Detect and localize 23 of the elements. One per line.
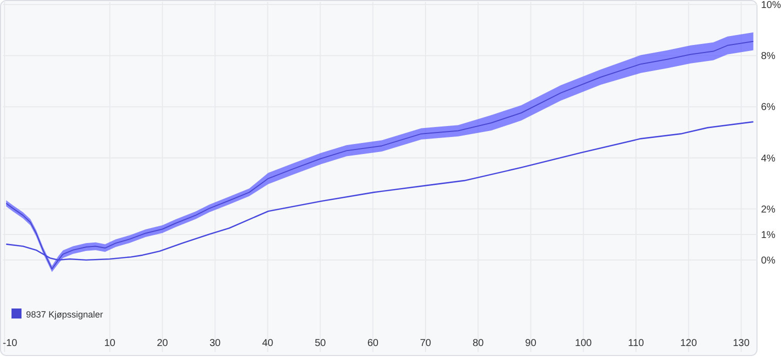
x-tick-label: 30 bbox=[209, 338, 222, 349]
y-tick-label: 4% bbox=[761, 153, 776, 164]
y-tick-label: 8% bbox=[761, 51, 776, 62]
x-tick-label: 60 bbox=[367, 338, 379, 349]
x-tick-label: 80 bbox=[472, 338, 484, 349]
x-tick-label: 130 bbox=[732, 338, 750, 349]
y-tick-label: 0% bbox=[761, 256, 776, 267]
x-tick-label: 20 bbox=[156, 338, 168, 349]
y-tick-label: 1% bbox=[761, 230, 776, 241]
x-tick-label: 40 bbox=[262, 338, 274, 349]
x-tick-label: 10 bbox=[104, 338, 116, 349]
x-tick-label: 110 bbox=[628, 338, 644, 349]
x-tick-label: 90 bbox=[525, 338, 537, 349]
y-tick-label: 10% bbox=[761, 0, 782, 12]
x-tick-label: -10 bbox=[2, 338, 18, 349]
line-series bbox=[6, 121, 754, 261]
x-tick-label: 100 bbox=[575, 338, 592, 349]
legend-label: 9837 Kjøpssignaler bbox=[26, 310, 104, 320]
x-tick-label: 120 bbox=[680, 338, 698, 349]
x-tick-label: 50 bbox=[314, 338, 326, 349]
y-tick-label: 2% bbox=[761, 204, 776, 216]
y-tick-label: 6% bbox=[761, 102, 776, 114]
x-tick-label: 70 bbox=[420, 338, 432, 349]
